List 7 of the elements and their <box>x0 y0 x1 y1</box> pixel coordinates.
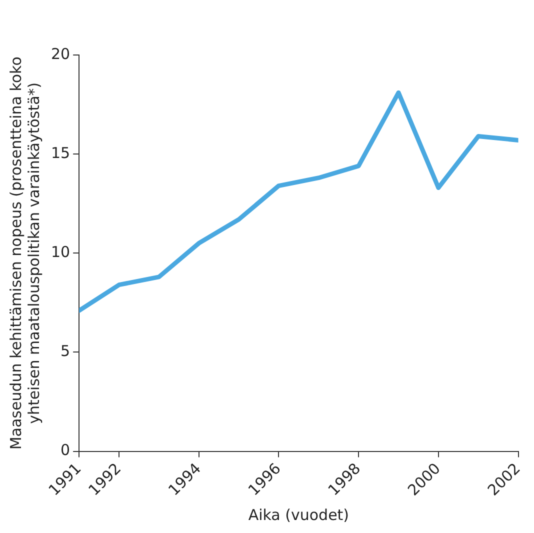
y-axis-title: Maaseudun kehittämisen nopeus (prosentteina koko yhteisen maatalouspolitikan varainkäytöstä*) <box>6 56 43 450</box>
y-tick-label: 15 <box>50 144 70 162</box>
y-tick-label: 10 <box>50 243 70 262</box>
x-axis-title: Aika (vuodet) <box>248 506 350 524</box>
y-tick-label: 20 <box>50 44 70 63</box>
y-tick-label: 5 <box>60 342 70 360</box>
y-tick-label: 0 <box>60 441 70 460</box>
